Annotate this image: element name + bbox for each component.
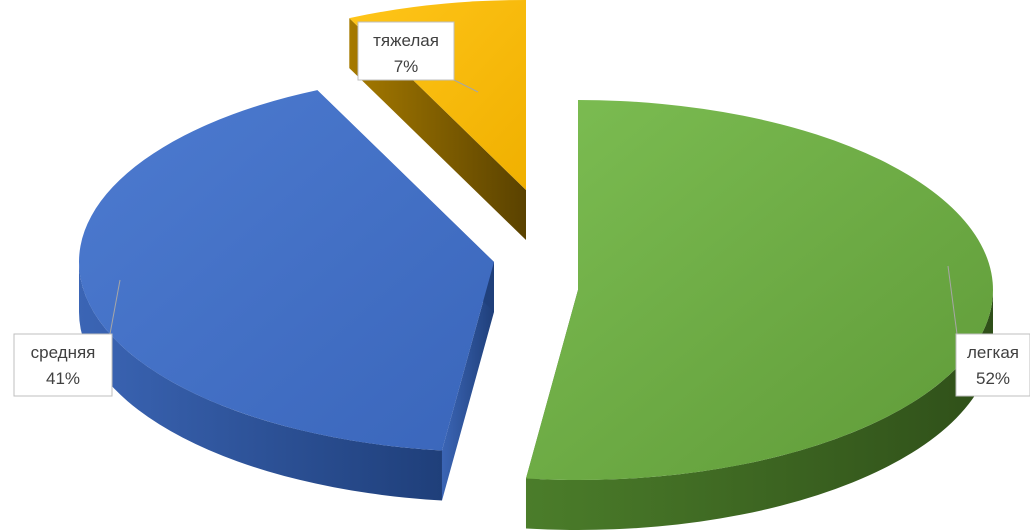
data-label-legkaya-box: [955, 333, 1030, 397]
data-label-tyazhelaya-category: тяжелая: [373, 31, 439, 50]
data-label-legkaya-category: легкая: [967, 343, 1019, 362]
pie-slice-srednyaya: [78, 90, 494, 501]
data-label-srednyaya-leader-line: [109, 279, 121, 335]
pie-slice-srednyaya-top: [78, 90, 494, 451]
pie-slice-legkaya-top: [525, 100, 993, 480]
data-label-tyazhelaya-leader-line: [453, 79, 479, 93]
data-label-legkaya-leader-line: [947, 265, 958, 335]
data-label-legkaya-value: 52%: [976, 369, 1010, 388]
data-label-tyazhelaya: тяжелая 7%: [357, 21, 479, 93]
data-label-tyazhelaya-box: [357, 21, 455, 81]
data-label-legkaya: легкая 52%: [947, 265, 1030, 397]
data-label-srednyaya-category: средняя: [31, 343, 96, 362]
data-label-srednyaya-box: [13, 333, 113, 397]
data-label-srednyaya: средняя 41%: [13, 279, 121, 397]
pie-slice-legkaya: [525, 100, 993, 530]
data-label-srednyaya-value: 41%: [46, 369, 80, 388]
slices-layer: [78, 0, 993, 530]
labels-layer: легкая 52% средняя 41% тяжелая 7%: [13, 21, 1030, 397]
pie-slice-srednyaya-side: [79, 262, 442, 501]
pie-slice-srednyaya-cut-wall-0: [441, 262, 494, 501]
pie-slice-legkaya-side: [525, 290, 993, 530]
data-label-tyazhelaya-value: 7%: [394, 57, 419, 76]
